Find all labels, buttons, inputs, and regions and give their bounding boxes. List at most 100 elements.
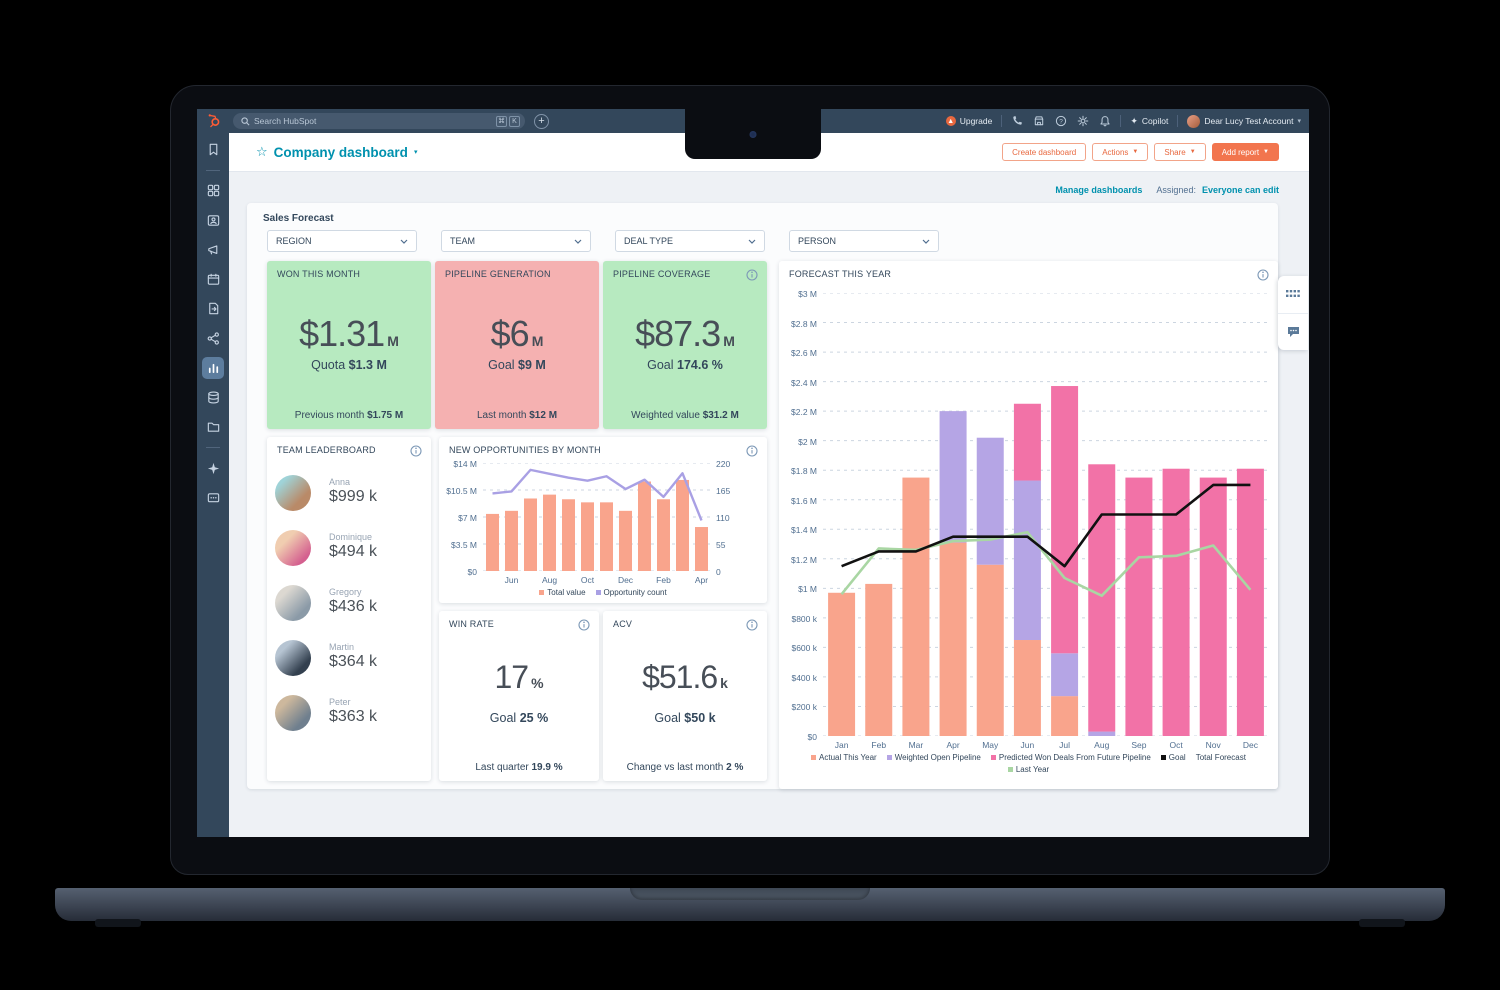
upgrade-button[interactable]: ▲ Upgrade: [945, 116, 993, 126]
phone-icon[interactable]: [1011, 115, 1023, 127]
opps-bar[interactable]: [619, 510, 632, 571]
info-icon[interactable]: [746, 269, 758, 281]
info-icon[interactable]: [746, 619, 758, 631]
opps-bar[interactable]: [695, 527, 708, 571]
notifications-icon[interactable]: [1099, 115, 1111, 127]
new-opportunities-card[interactable]: NEW OPPORTUNITIES BY MONTH $14 M $10.5 M $…: [439, 437, 767, 603]
chevron-down-icon: ▼: [1132, 149, 1139, 155]
opps-bar[interactable]: [638, 481, 651, 571]
leaderboard-row[interactable]: Anna $999 k: [275, 475, 425, 519]
search-input[interactable]: Search HubSpot ⌘ K: [233, 113, 525, 129]
actions-button[interactable]: Actions ▼: [1092, 143, 1149, 161]
forecast-bar-segment[interactable]: [939, 411, 967, 543]
hubspot-logo[interactable]: [206, 113, 221, 129]
info-icon[interactable]: [578, 619, 590, 631]
share-button[interactable]: Share ▼: [1154, 143, 1206, 161]
chevron-down-icon: [574, 239, 582, 244]
leaderboard-row[interactable]: Martin $364 k: [275, 640, 425, 684]
sidebar-item-more-apps[interactable]: [202, 487, 224, 509]
sidebar-item-reporting[interactable]: [202, 356, 224, 379]
add-report-button[interactable]: Add report ▼: [1211, 143, 1279, 161]
opps-bar[interactable]: [486, 513, 499, 571]
forecast-bar-segment[interactable]: [902, 477, 930, 736]
filter-team[interactable]: TEAM: [441, 230, 591, 252]
forecast-bar-segment[interactable]: [1162, 468, 1190, 736]
kpi-card-pipeline-generation[interactable]: PIPELINE GENERATION $6 M Goal $9 M Last m…: [435, 261, 599, 429]
forecast-bar-segment[interactable]: [1013, 640, 1041, 736]
forecast-bar-segment[interactable]: [939, 542, 967, 736]
opps-bar[interactable]: [562, 499, 575, 571]
opps-bar[interactable]: [676, 479, 689, 571]
leaderboard-row[interactable]: Dominique $494 k: [275, 530, 425, 574]
sidebar-item-marketing[interactable]: [202, 239, 224, 261]
info-icon[interactable]: [746, 445, 758, 457]
opps-bar[interactable]: [657, 499, 670, 571]
sidebar-item-automations[interactable]: [202, 327, 224, 349]
sidebar-item-workspaces[interactable]: [202, 180, 224, 202]
sidebar-item-data[interactable]: [202, 386, 224, 408]
svg-text:?: ?: [1060, 118, 1064, 125]
team-leaderboard-card[interactable]: TEAM LEADERBOARD Anna $999 k Dominique $…: [267, 437, 431, 781]
forecast-bar-segment[interactable]: [1236, 468, 1264, 736]
forecast-this-year-card[interactable]: FORECAST THIS YEAR $3 M $2.8 M $2.6 M $2.4 …: [779, 261, 1278, 789]
favorite-star-icon[interactable]: ☆: [256, 144, 268, 159]
sidebar-item-copilot[interactable]: [202, 457, 224, 479]
forecast-bar-segment[interactable]: [1051, 386, 1079, 654]
forecast-bar-segment[interactable]: [976, 564, 1004, 736]
forecast-bar-segment[interactable]: [1125, 477, 1153, 736]
dashboard-panel: Sales Forecast REGION TEAM DEAL TYPE PER…: [247, 203, 1278, 789]
kpi-card-won-this-month[interactable]: WON THIS MONTH $1.31 M Quota $1.3 M Previ…: [267, 261, 431, 429]
dashboard-grid-tool[interactable]: [1278, 276, 1308, 313]
chevron-down-icon: ▾: [413, 149, 418, 156]
forecast-bar-segment[interactable]: [828, 592, 856, 736]
quick-add-button[interactable]: +: [534, 113, 549, 129]
manage-dashboards-link[interactable]: Manage dashboards: [1055, 185, 1143, 195]
leaderboard-row[interactable]: Gregory $436 k: [275, 585, 425, 629]
opps-y-tick-left: $10.5 M: [446, 486, 477, 496]
forecast-bar-segment[interactable]: [865, 583, 893, 736]
settings-icon[interactable]: [1077, 115, 1089, 127]
subheader: Manage dashboards Assigned: Everyone can…: [1055, 185, 1279, 195]
dashboard-title-group[interactable]: ☆ Company dashboard ▾: [256, 144, 417, 160]
opps-bar[interactable]: [543, 494, 556, 571]
comments-tool[interactable]: [1278, 312, 1308, 351]
stat-subtitle: Goal $50 k: [654, 711, 716, 725]
upgrade-rocket-icon: ▲: [945, 116, 956, 126]
copilot-button[interactable]: ✦ Copilot: [1130, 115, 1169, 127]
assigned-value-link[interactable]: Everyone can edit: [1201, 185, 1279, 195]
account-menu[interactable]: Dear Lucy Test Account ▾: [1187, 114, 1301, 128]
sidebar-item-commerce[interactable]: [202, 298, 224, 320]
marketplace-icon[interactable]: [1033, 115, 1045, 127]
info-icon[interactable]: [1257, 269, 1269, 281]
sidebar-item-contacts[interactable]: [202, 209, 224, 231]
win-rate-card[interactable]: WIN RATE 17% Goal 25 % Last quarter 19.9…: [439, 611, 599, 781]
filter-person[interactable]: PERSON: [789, 230, 939, 252]
opps-bar[interactable]: [524, 498, 537, 571]
forecast-bar-segment[interactable]: [1199, 477, 1227, 736]
forecast-bar-segment[interactable]: [1088, 731, 1116, 736]
filter-region[interactable]: REGION: [267, 230, 417, 252]
forecast-bar-segment[interactable]: [1013, 480, 1041, 641]
info-icon[interactable]: [410, 445, 422, 457]
sidebar-item-bookmark[interactable]: [202, 138, 224, 160]
opps-bar[interactable]: [505, 510, 518, 571]
new-opps-title: NEW OPPORTUNITIES BY MONTH: [449, 445, 601, 455]
forecast-bar-segment[interactable]: [1051, 653, 1079, 697]
create-dashboard-button[interactable]: Create dashboard: [1002, 143, 1087, 161]
forecast-bar-segment[interactable]: [1088, 464, 1116, 732]
leaderboard-row[interactable]: Peter $363 k: [275, 695, 425, 739]
legend-item: Goal: [1160, 753, 1186, 762]
filter-deal-type[interactable]: DEAL TYPE: [615, 230, 765, 252]
opps-bar[interactable]: [581, 502, 594, 571]
kpi-card-pipeline-coverage[interactable]: PIPELINE COVERAGE $87.3 M Goal 174.6 % We…: [603, 261, 767, 429]
forecast-x-tick: May: [982, 740, 999, 750]
sidebar-item-library[interactable]: [202, 416, 224, 438]
forecast-bar-segment[interactable]: [1013, 403, 1041, 481]
forecast-bar-segment[interactable]: [976, 437, 1004, 565]
help-icon[interactable]: ?: [1055, 115, 1067, 127]
opps-bar[interactable]: [600, 502, 613, 571]
acv-card[interactable]: ACV $51.6 k Goal $50 k Change vs last mon…: [603, 611, 767, 781]
sidebar-item-content[interactable]: [202, 268, 224, 290]
forecast-bar-segment[interactable]: [1051, 696, 1079, 736]
